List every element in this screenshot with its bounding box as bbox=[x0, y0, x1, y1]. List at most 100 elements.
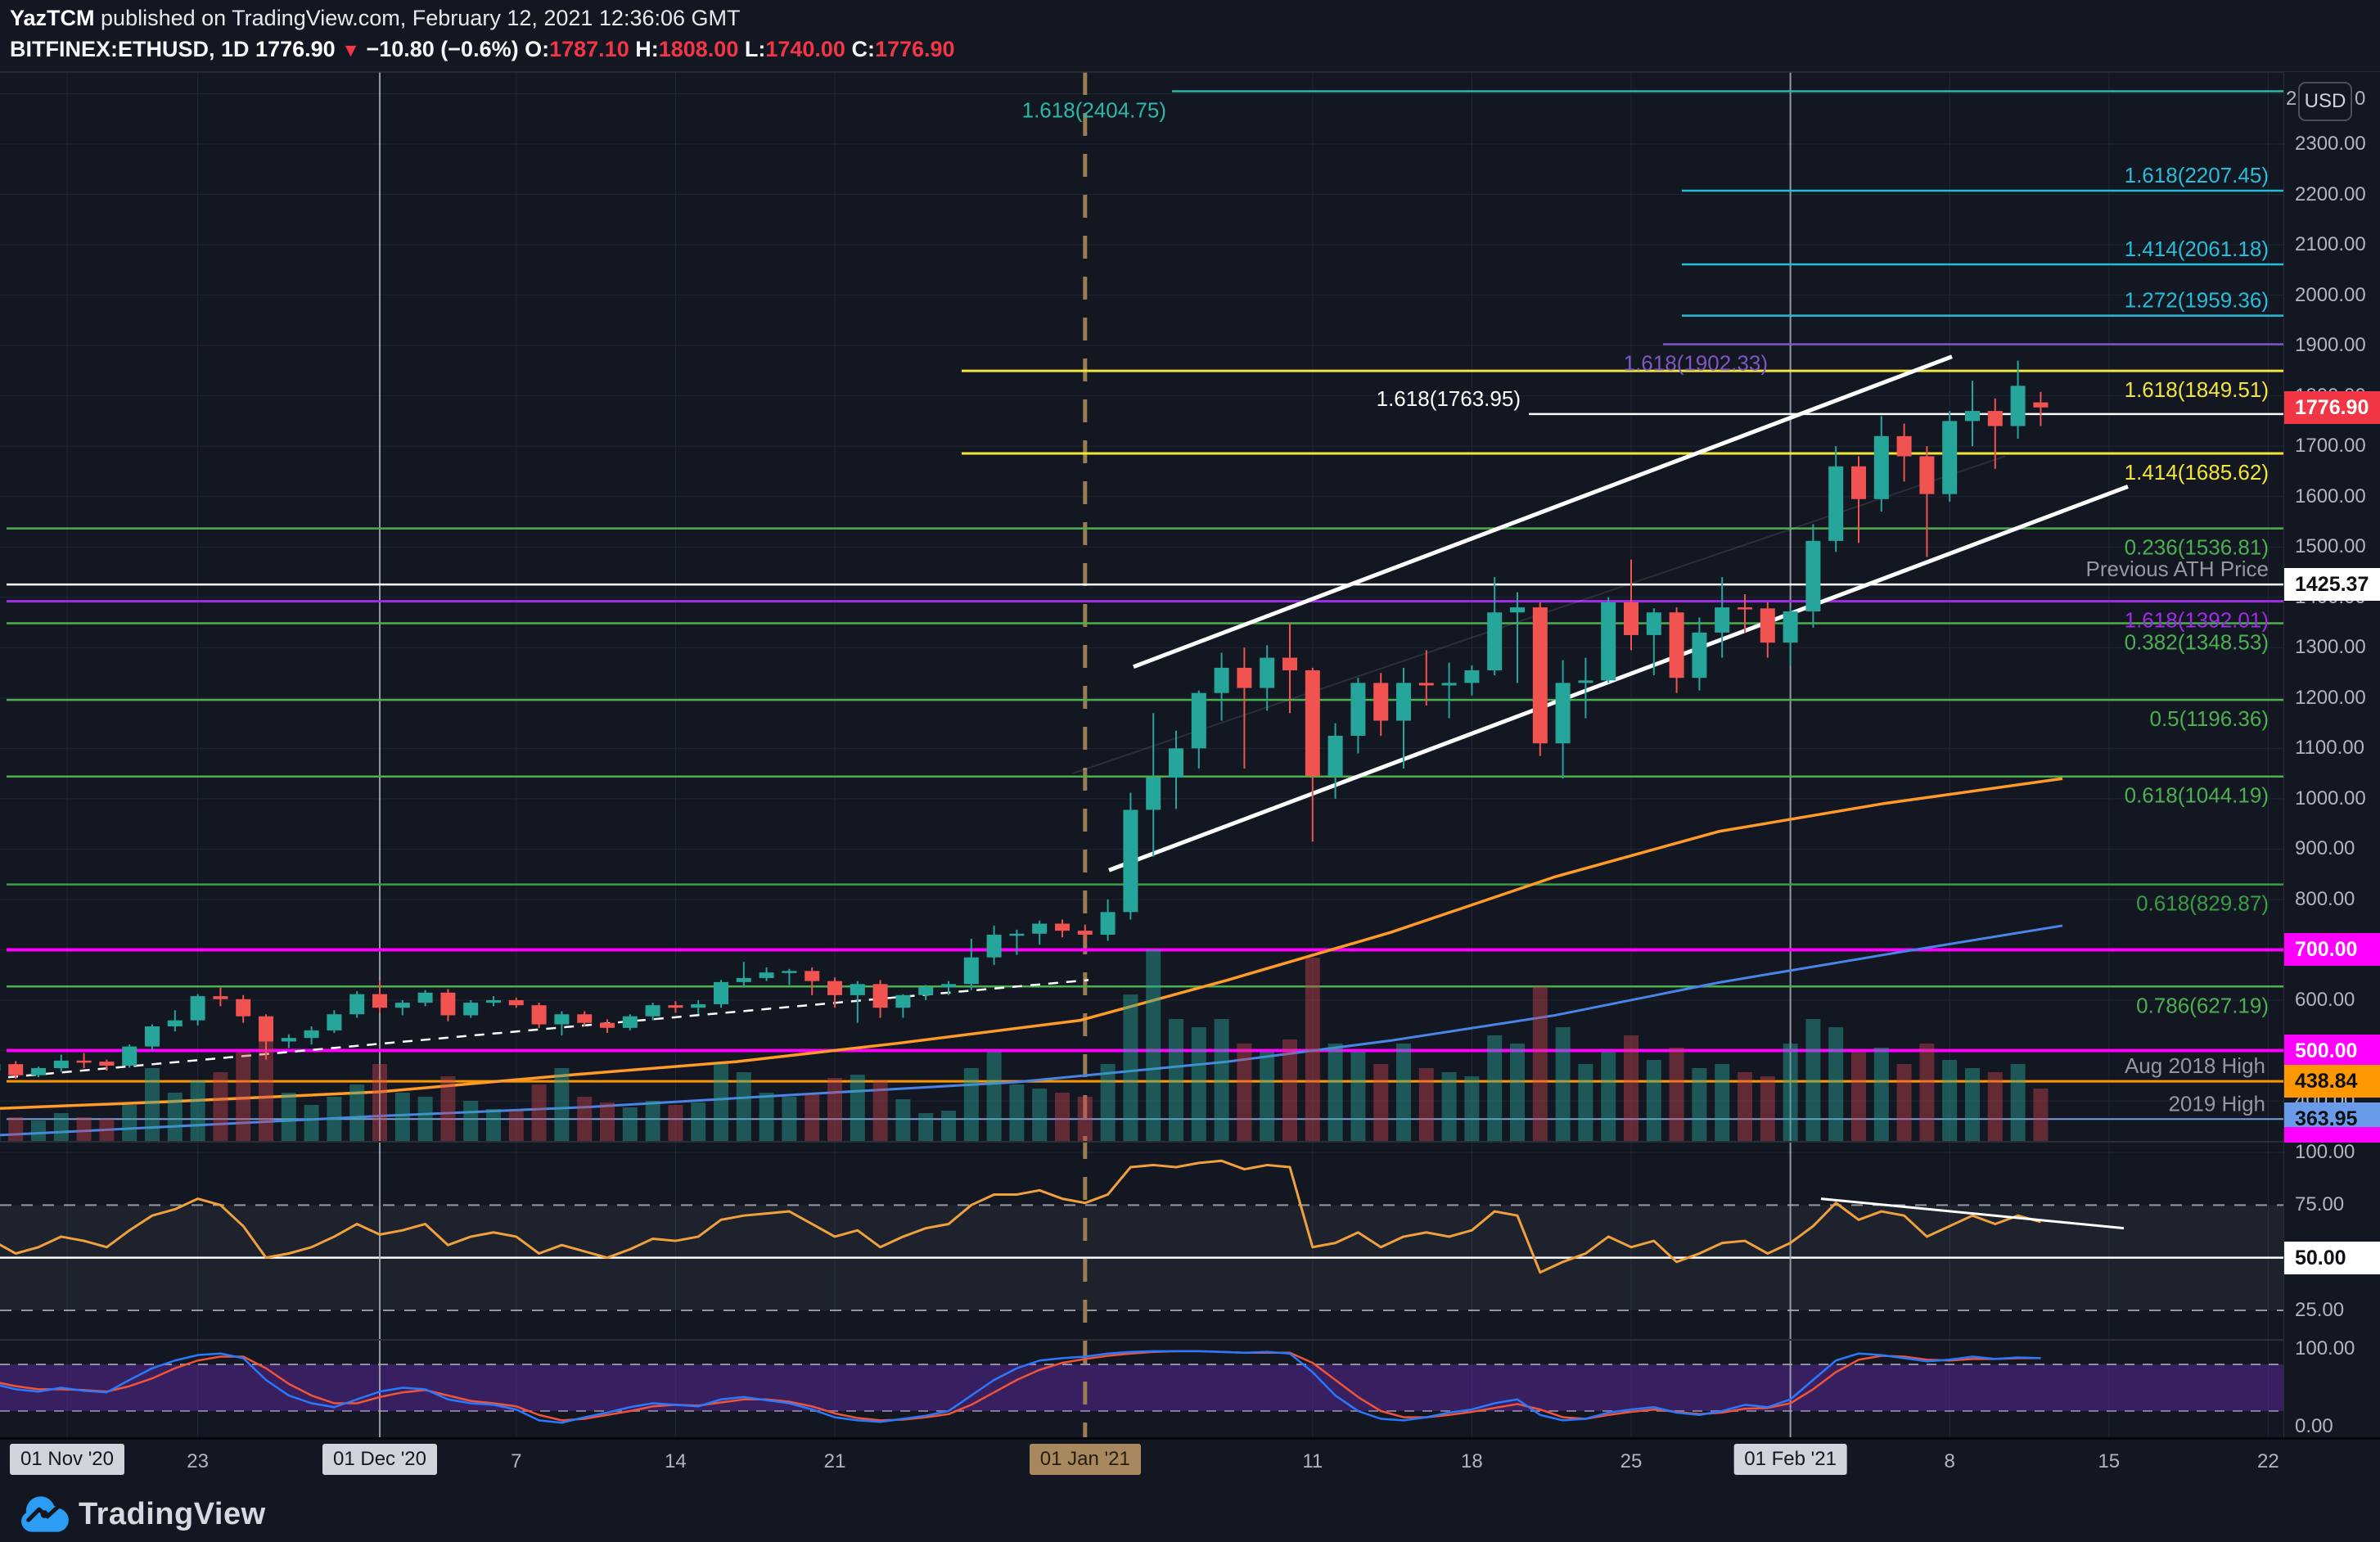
volume-bar bbox=[691, 1102, 706, 1142]
volume-bar bbox=[349, 1084, 365, 1142]
candlestick-series bbox=[0, 360, 2049, 1079]
fib-levels bbox=[7, 90, 2283, 1120]
candle-body bbox=[872, 984, 888, 1008]
currency-usd-button[interactable]: USD bbox=[2298, 82, 2352, 121]
price-tick: 2000.00 bbox=[2295, 283, 2366, 306]
candle-body bbox=[1601, 602, 1616, 681]
price-tag-700.00: 700.00 bbox=[2284, 933, 2380, 967]
volume-bar bbox=[1873, 1048, 1889, 1142]
candle-body bbox=[1555, 683, 1571, 744]
time-tick-01-feb-21: 01 Feb '21 bbox=[1733, 1444, 1847, 1475]
close-label: C: bbox=[851, 36, 875, 61]
volume-bar bbox=[1896, 1064, 1912, 1142]
channel-lower bbox=[1108, 485, 2129, 872]
candle-body bbox=[1441, 683, 1457, 686]
price-tick: 2200.00 bbox=[2295, 183, 2366, 205]
volume-bar bbox=[531, 1084, 547, 1142]
candle-body bbox=[1624, 602, 1639, 635]
candle-body bbox=[1214, 667, 1229, 693]
candle-body bbox=[349, 994, 365, 1015]
candle-body bbox=[2033, 402, 2049, 408]
candle-body bbox=[53, 1060, 69, 1069]
volume-bar bbox=[167, 1093, 183, 1142]
candle-body bbox=[259, 1016, 273, 1042]
time-tick-8: 8 bbox=[1944, 1450, 1955, 1472]
volume-bar bbox=[417, 1097, 433, 1142]
candle-body bbox=[1418, 683, 1434, 686]
indicator-bands bbox=[0, 1204, 2283, 1412]
publish-line: YazTCM published on TradingView.com, Feb… bbox=[10, 5, 955, 33]
volume-bar bbox=[1464, 1076, 1480, 1142]
volume-bar bbox=[1646, 1060, 1661, 1142]
volume-bar bbox=[463, 1101, 479, 1142]
candle-body bbox=[1373, 683, 1389, 721]
price-tick: 1000.00 bbox=[2295, 787, 2366, 809]
time-tick-11: 11 bbox=[1302, 1450, 1323, 1472]
time-axis[interactable]: 01 Nov '20 23 01 Dec '20 7 14 21 01 Jan '21 11 1… bbox=[0, 1439, 2380, 1486]
candle-body bbox=[1237, 667, 1252, 688]
volume-bar bbox=[327, 1097, 342, 1142]
candle-body bbox=[417, 992, 433, 1003]
price-tick: 1300.00 bbox=[2295, 636, 2366, 659]
price-tick: 1500.00 bbox=[2295, 535, 2366, 558]
rsi-pane bbox=[0, 1159, 2125, 1274]
symbol-line[interactable]: BITFINEX:ETHUSD, 1D 1776.90 ▼ −10.80 (−0… bbox=[10, 36, 955, 64]
candle-body bbox=[963, 957, 979, 985]
tradingview-logo[interactable]: TradingView bbox=[21, 1493, 266, 1535]
low-value: 1740.00 bbox=[765, 36, 845, 61]
fib-label: 1.618(2207.45) bbox=[2125, 163, 2269, 187]
candle-body bbox=[1282, 657, 1297, 670]
candle-body bbox=[1396, 683, 1411, 721]
volume-bar bbox=[986, 1052, 1002, 1142]
ma-fast-orange bbox=[0, 777, 2063, 1111]
price-tick: 900.00 bbox=[2295, 837, 2355, 860]
symbol-name: BITFINEX:ETHUSD, 1D bbox=[10, 36, 250, 61]
candle-body bbox=[281, 1038, 296, 1042]
time-tick-7: 7 bbox=[511, 1450, 522, 1472]
candle-body bbox=[645, 1005, 660, 1017]
time-tick-15: 15 bbox=[2098, 1450, 2121, 1472]
author-name: YazTCM bbox=[10, 6, 95, 30]
volume-bar bbox=[1055, 1093, 1070, 1142]
volume-bar bbox=[963, 1068, 979, 1142]
candle-body bbox=[31, 1068, 46, 1075]
open-label: O: bbox=[525, 36, 550, 61]
price-tick: 100.00 bbox=[2295, 1337, 2355, 1359]
candle-body bbox=[986, 935, 1002, 958]
candle-body bbox=[213, 996, 228, 999]
candle-body bbox=[99, 1062, 115, 1066]
candle-body bbox=[1260, 657, 1275, 688]
candle-body bbox=[1077, 931, 1093, 936]
volume-bar bbox=[236, 1052, 251, 1142]
candle-body bbox=[327, 1014, 342, 1030]
axis-top-partial-right: 0 bbox=[2355, 88, 2366, 110]
volume-bar bbox=[1373, 1064, 1389, 1142]
volume-bar bbox=[259, 1035, 273, 1142]
candle-body bbox=[827, 981, 842, 995]
price-axis[interactable]: 2 USD 0 2300.00 2200.00 2100.00 2000.00 1900… bbox=[2283, 72, 2380, 1486]
volume-bar bbox=[827, 1078, 842, 1142]
candle-body bbox=[486, 1000, 501, 1003]
volume-bar bbox=[1123, 994, 1138, 1142]
candle-body bbox=[1851, 466, 1866, 499]
tradingview-cloud-icon bbox=[21, 1496, 69, 1532]
candle-body bbox=[1715, 607, 1730, 633]
volume-bar bbox=[99, 1119, 115, 1142]
volume-bar bbox=[1942, 1060, 1958, 1142]
session-lines bbox=[379, 72, 1792, 1439]
price-tick: 25.00 bbox=[2295, 1298, 2345, 1321]
candle-body bbox=[122, 1046, 137, 1066]
price-tick: 600.00 bbox=[2295, 989, 2355, 1011]
volume-bar bbox=[1851, 1052, 1866, 1142]
candle-body bbox=[394, 1003, 410, 1008]
volume-bar bbox=[805, 1094, 820, 1142]
candle-body bbox=[1828, 466, 1844, 541]
candle-body bbox=[1987, 411, 2003, 426]
panel-borders bbox=[0, 71, 2380, 1341]
price-tick: 0.00 bbox=[2295, 1415, 2333, 1437]
candle-body bbox=[1032, 923, 1048, 934]
rsi-line bbox=[0, 1159, 2041, 1274]
volume-bar bbox=[1738, 1072, 1752, 1142]
candle-body bbox=[531, 1005, 547, 1025]
